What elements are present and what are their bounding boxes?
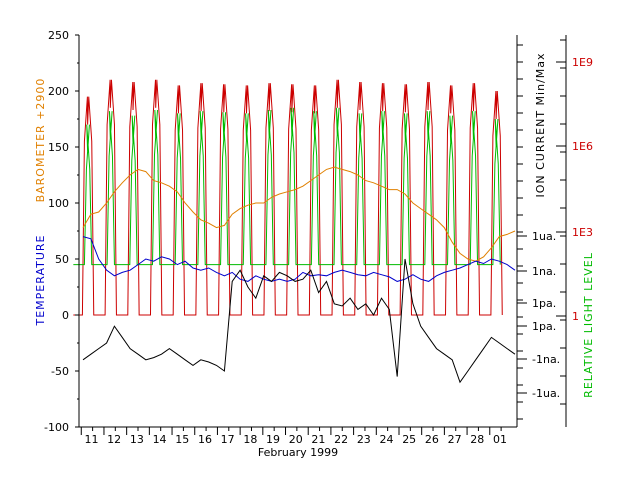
x-tick-label: 24 <box>380 433 394 446</box>
x-tick-label: 25 <box>402 433 416 446</box>
ion-tick-label: 1pa. <box>532 320 556 333</box>
series-line-2 <box>82 258 516 384</box>
plot-area <box>79 35 517 427</box>
x-tick-label: 18 <box>243 433 257 446</box>
x-tick-label: 20 <box>289 433 303 446</box>
axis-layer: 250 200 150 100 50 0 -50 -100 BAROMETER +2900 TEM… <box>34 29 595 459</box>
x-tick-label: 27 <box>448 433 462 446</box>
ion-axis-label: ION CURRENT Min/Max <box>534 52 547 197</box>
light-tick-label: 1 <box>572 310 579 323</box>
x-tick-label: 12 <box>107 433 121 446</box>
light-tick-label: 1E3 <box>572 226 593 239</box>
left-tick-label: 50 <box>55 253 69 266</box>
x-tick-label: 19 <box>266 433 280 446</box>
x-tick-label: 28 <box>470 433 484 446</box>
barometer-axis-label: BAROMETER +2900 <box>34 78 47 203</box>
left-tick-label: 100 <box>48 197 69 210</box>
left-tick-label: 0 <box>62 309 69 322</box>
x-tick-label: 16 <box>198 433 212 446</box>
light-axis-label: RELATIVE LIGHT LEVEL <box>582 252 595 398</box>
x-tick-label: 01 <box>493 433 507 446</box>
series-line-1 <box>82 236 516 282</box>
x-tick-label: 22 <box>334 433 348 446</box>
light-series-1 <box>73 107 501 266</box>
light-tick-label: 1E9 <box>572 56 593 69</box>
x-tick-label: 14 <box>153 433 167 446</box>
x-tick-label: 13 <box>130 433 144 446</box>
x-tick-label: 17 <box>221 433 235 446</box>
left-tick-label: 150 <box>48 141 69 154</box>
x-axis-label: February 1999 <box>258 446 338 459</box>
x-tick-label: 21 <box>311 433 325 446</box>
x-tick-label: 11 <box>84 433 98 446</box>
x-tick-label: 15 <box>175 433 189 446</box>
x-tick-label: 26 <box>425 433 439 446</box>
series-line-0 <box>82 166 516 262</box>
light-tick-label: 1E6 <box>572 140 593 153</box>
left-tick-label: 250 <box>48 29 69 42</box>
left-tick-label: -100 <box>44 421 69 434</box>
left-tick-label: -50 <box>51 365 69 378</box>
ion-tick-label: 1na. <box>532 265 556 278</box>
series-layer <box>73 79 516 384</box>
ion-tick-label: 1pa. <box>532 297 556 310</box>
left-tick-label: 200 <box>48 85 69 98</box>
x-tick-label: 23 <box>357 433 371 446</box>
ion-tick-label: 1ua. <box>532 230 556 243</box>
ion-tick-label: -1ua. <box>532 387 560 400</box>
light-series-0 <box>73 79 503 316</box>
temperature-axis-label: TEMPERATURE <box>34 235 47 327</box>
ion-tick-label: -1na. <box>532 353 560 366</box>
